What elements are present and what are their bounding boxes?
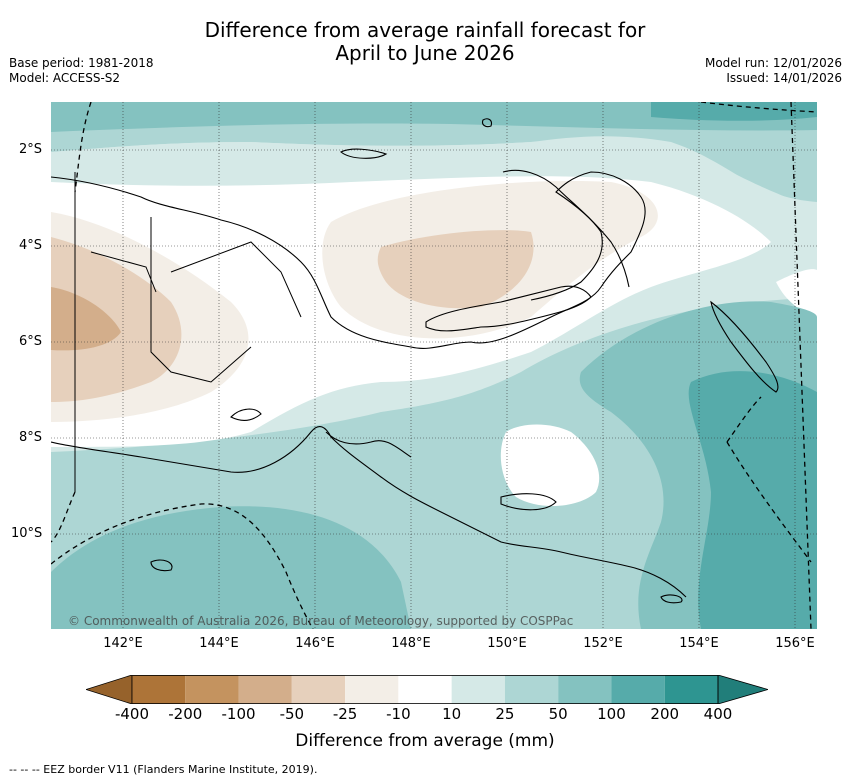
colorbar-tick-label: -25: [332, 705, 358, 723]
lat-label-8s: 8°S: [19, 430, 43, 445]
colorbar-bin: [185, 675, 239, 704]
lon-label-150e: 150°E: [487, 636, 527, 651]
lon-label-144e: 144°E: [199, 636, 239, 651]
colorbar-bin: [291, 675, 346, 704]
colorbar-tick-label: -400: [114, 705, 150, 723]
colorbar-under-extend: [84, 674, 133, 705]
rainfall-map: [51, 102, 817, 629]
base-period: Base period: 1981-2018: [9, 56, 154, 70]
colorbar-bin: [398, 675, 452, 704]
lon-label-142e: 142°E: [103, 636, 143, 651]
colorbar-frame: [131, 675, 719, 704]
copyright-notice: © Commonwealth of Australia 2026, Bureau…: [68, 614, 574, 628]
contour-wetter-east: [688, 371, 817, 629]
contour-driest-west: [51, 287, 121, 351]
colorbar-tick-label: -50: [279, 705, 305, 723]
eez-footnote: -- -- -- EEZ border V11 (Flanders Marine…: [9, 763, 318, 776]
title-line-2: April to June 2026: [335, 41, 515, 65]
eez-borders: [51, 102, 817, 629]
colorbar-over-extend: [717, 674, 770, 705]
title-line-1: Difference from average rainfall forecas…: [204, 18, 646, 42]
map-title: Difference from average rainfall forecas…: [0, 19, 850, 65]
contour-neutral-south: [500, 424, 600, 507]
contour-drier-west: [51, 237, 182, 402]
contour-10-25-north: [51, 140, 817, 242]
colorbar-bin: [504, 675, 559, 704]
colorbar-tick-label: 50: [548, 705, 568, 723]
colorbar-bin: [451, 675, 505, 704]
colorbar-bin: [611, 675, 665, 704]
colorbar-tick-label: 100: [597, 705, 626, 723]
colorbar-tick-label: 200: [650, 705, 680, 723]
colorbar: [84, 674, 770, 705]
lon-label-154e: 154°E: [679, 636, 719, 651]
colorbar-tick-label: -10: [386, 705, 411, 723]
contour-drier-north: [377, 230, 534, 309]
colorbar-tick-label: -200: [168, 705, 203, 723]
lat-label-4s: 4°S: [19, 238, 43, 253]
colorbar-title: Difference from average (mm): [295, 731, 555, 751]
colorbar-tick-label: 25: [495, 705, 515, 723]
issued-date: Issued: 14/01/2026: [726, 71, 842, 85]
lon-label-156e: 156°E: [775, 636, 815, 651]
lat-label-6s: 6°S: [19, 334, 43, 349]
contour-wetter-north: [651, 102, 817, 121]
lat-label-10s: 10°S: [11, 526, 43, 541]
lat-label-2s: 2°S: [19, 142, 43, 157]
lon-label-152e: 152°E: [583, 636, 623, 651]
colorbar-svg: [84, 674, 770, 705]
lon-label-146e: 146°E: [295, 636, 335, 651]
colorbar-bin: [664, 675, 718, 704]
meta-right: Model run: 12/01/2026 Issued: 14/01/2026: [705, 56, 842, 86]
colorbar-tick-label: 10: [442, 705, 462, 723]
contour-neutral-east: [776, 269, 817, 317]
contour-wet-north: [51, 102, 817, 132]
colorbar-bin: [558, 675, 612, 704]
colorbar-tick-label: 400: [703, 705, 733, 723]
contour-wet-southwest: [51, 506, 411, 629]
map-canvas: [51, 102, 817, 629]
model-name: Model: ACCESS-S2: [9, 71, 121, 85]
colorbar-bin: [132, 675, 186, 704]
colorbar-bin: [345, 675, 399, 704]
lon-label-148e: 148°E: [391, 636, 431, 651]
colorbar-tick-label: -100: [221, 705, 256, 723]
coastlines: [51, 118, 779, 604]
meta-left: Base period: 1981-2018 Model: ACCESS-S2: [9, 56, 154, 86]
colorbar-bin: [238, 675, 292, 704]
model-run: Model run: 12/01/2026: [704, 56, 842, 70]
borders: [74, 172, 302, 492]
graticule: [51, 102, 817, 629]
